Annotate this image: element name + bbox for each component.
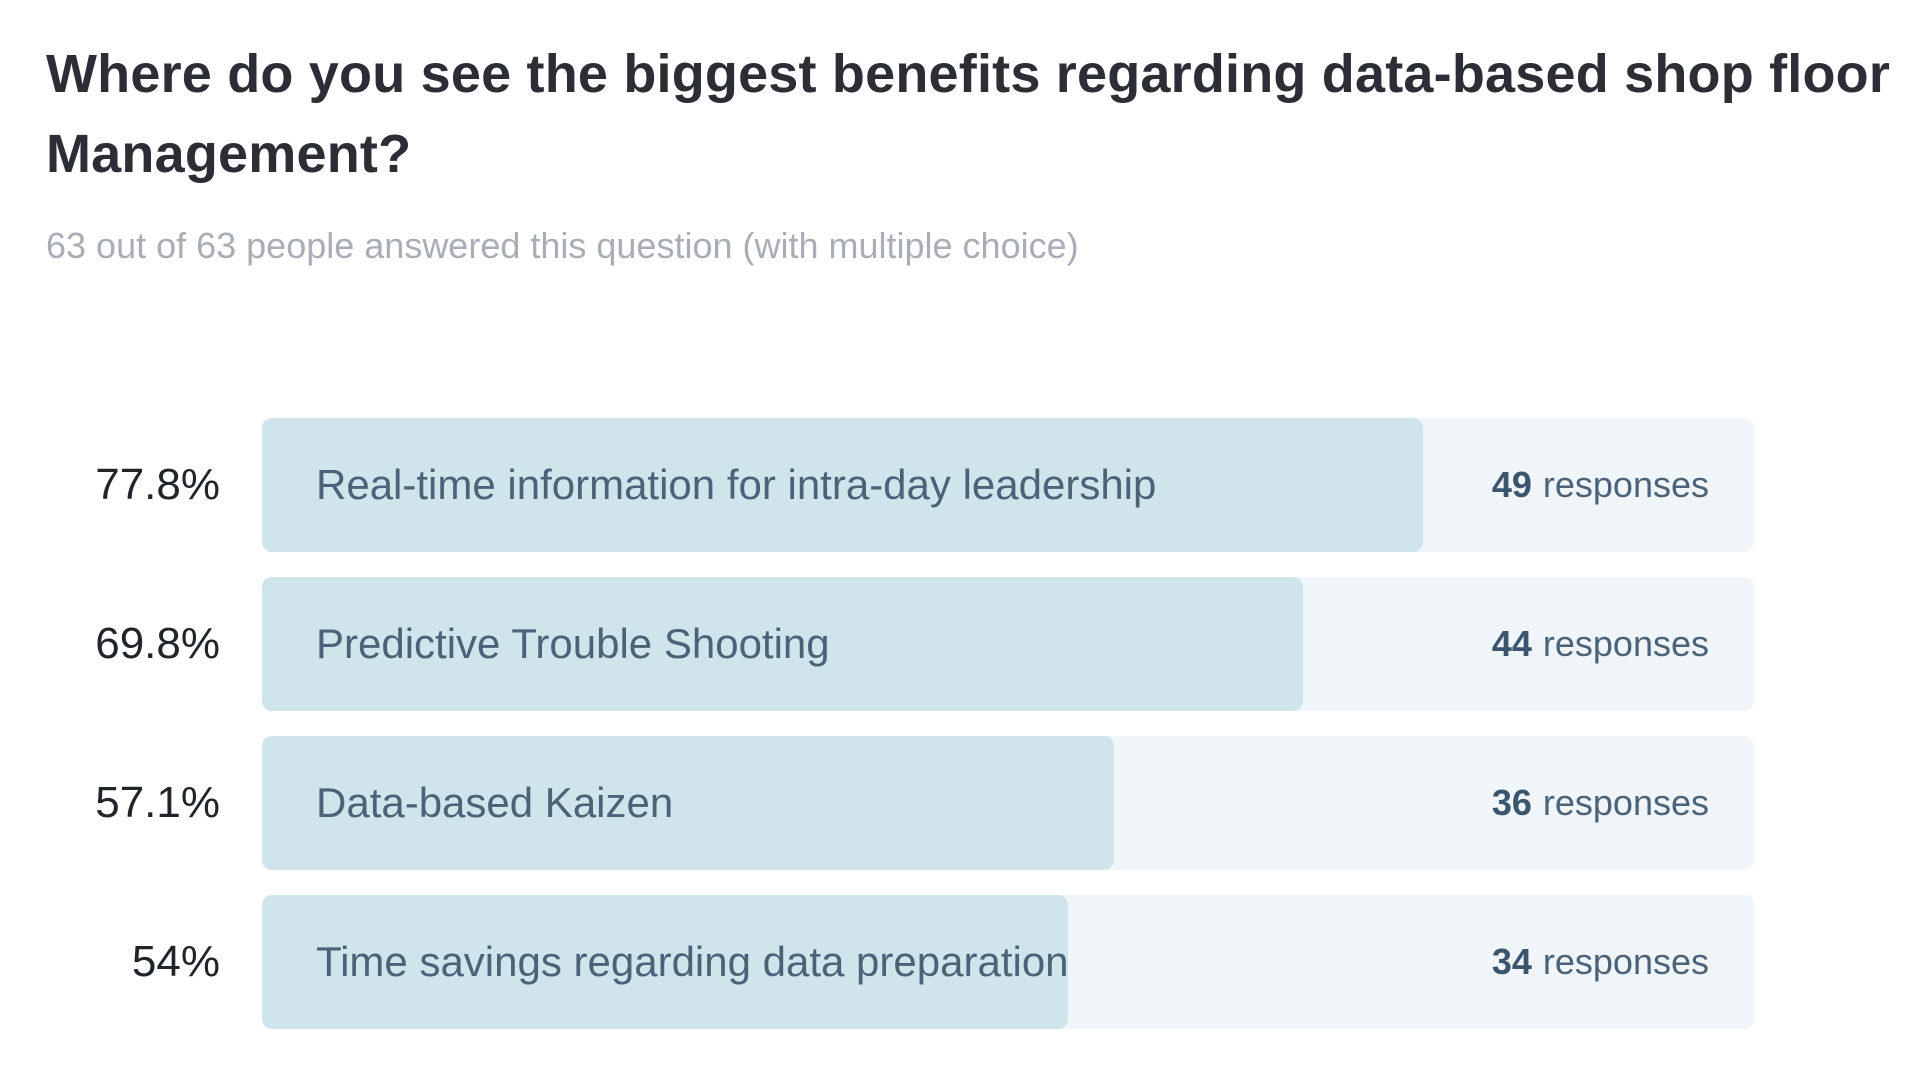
- bar-chart: 77.8% Real-time information for intra-da…: [46, 418, 1920, 1029]
- response-count-number: 34: [1491, 941, 1532, 982]
- response-count: 34 responses: [1492, 941, 1709, 983]
- survey-results-page: Where do you see the biggest benefits re…: [46, 44, 1920, 1029]
- bar-category-label: Predictive Trouble Shooting: [316, 620, 830, 667]
- response-count-number: 49: [1491, 464, 1532, 505]
- bar-fill: [262, 736, 1114, 870]
- percent-label: 77.8%: [95, 460, 220, 509]
- response-count: 44 responses: [1492, 623, 1709, 665]
- bar-fill: [262, 418, 1423, 552]
- response-count: 49 responses: [1492, 464, 1709, 506]
- bar-fill: [262, 577, 1304, 711]
- bar-track: Real-time information for intra-day lead…: [262, 418, 1754, 552]
- answer-count-subtitle: 63 out of 63 people answered this questi…: [46, 225, 1079, 266]
- percent-label: 57.1%: [95, 778, 220, 827]
- bar-category-label: Time savings regarding data preparation: [316, 938, 1069, 985]
- bar-track: Time savings regarding data preparation …: [262, 895, 1754, 1029]
- chart-row: 57.1% Data-based Kaizen 36 responses: [46, 736, 1920, 870]
- response-count-unit: responses: [1542, 782, 1709, 823]
- percent-label: 69.8%: [95, 619, 220, 668]
- bar-track: Data-based Kaizen 36 responses: [262, 736, 1754, 870]
- bar-fill: [262, 895, 1068, 1029]
- chart-row: 54% Time savings regarding data preparat…: [46, 895, 1920, 1029]
- bar-category-label: Real-time information for intra-day lead…: [316, 461, 1157, 508]
- response-count-unit: responses: [1542, 623, 1709, 664]
- response-count-number: 44: [1491, 623, 1532, 664]
- response-count-number: 36: [1491, 782, 1532, 823]
- response-count-unit: responses: [1542, 941, 1709, 982]
- percent-label: 54%: [131, 937, 220, 986]
- response-count-unit: responses: [1542, 464, 1709, 505]
- question-title: Where do you see the biggest benefits re…: [46, 44, 1891, 184]
- bar-track: Predictive Trouble Shooting 44 responses: [262, 577, 1754, 711]
- chart-row: 77.8% Real-time information for intra-da…: [46, 418, 1920, 552]
- response-count: 36 responses: [1492, 782, 1709, 824]
- chart-row: 69.8% Predictive Trouble Shooting 44 resp…: [46, 577, 1920, 711]
- bar-category-label: Data-based Kaizen: [316, 779, 674, 826]
